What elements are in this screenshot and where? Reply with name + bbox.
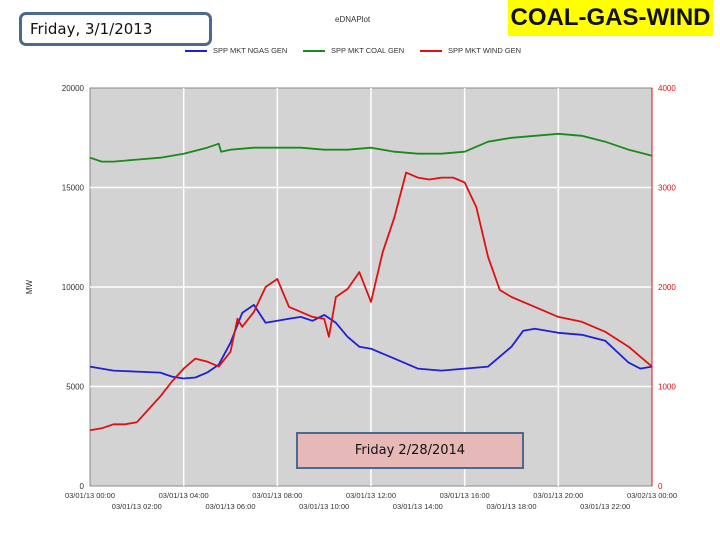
x-tick-label-bottom: 03/01/13 22:00 xyxy=(580,502,630,511)
legend-label-wind: SPP MKT WIND GEN xyxy=(448,46,522,55)
plot-title: eDNAPlot xyxy=(335,15,371,24)
x-tick-label-top: 03/01/13 16:00 xyxy=(440,491,490,500)
x-tick-label-bottom: 03/01/13 14:00 xyxy=(393,502,443,511)
legend-item-coal: SPP MKT COAL GEN xyxy=(303,46,404,55)
right-tick-label: 2000 xyxy=(658,283,676,292)
date-label-box: Friday, 3/1/2013 xyxy=(19,12,212,46)
legend-item-ngas: SPP MKT NGAS GEN xyxy=(185,46,287,55)
series-line-coal xyxy=(89,132,653,163)
legend-swatch-wind xyxy=(420,50,442,53)
x-tick-label-bottom: 03/01/13 06:00 xyxy=(205,502,255,511)
right-tick-label: 4000 xyxy=(658,84,676,93)
series-line-wind xyxy=(89,171,653,432)
x-tick-label-top: 03/02/13 00:00 xyxy=(627,491,677,500)
legend-item-wind: SPP MKT WIND GEN xyxy=(420,46,521,55)
x-tick-label-bottom: 03/01/13 10:00 xyxy=(299,502,349,511)
legend-swatch-ngas xyxy=(185,50,207,53)
right-tick-label: 0 xyxy=(658,482,663,491)
x-tick-label-top: 03/01/13 00:00 xyxy=(65,491,115,500)
left-tick-label: 20000 xyxy=(62,84,85,93)
left-tick-label: 15000 xyxy=(62,184,85,193)
left-tick-label: 5000 xyxy=(66,383,84,392)
x-tick-label-bottom: 03/01/13 18:00 xyxy=(486,502,536,511)
comparison-date-label: Friday 2/28/2014 xyxy=(354,443,466,458)
x-tick-label-bottom: 03/01/13 02:00 xyxy=(112,502,162,511)
x-tick-label-top: 03/01/13 04:00 xyxy=(159,491,209,500)
legend-label-ngas: SPP MKT NGAS GEN xyxy=(213,46,288,55)
series-line-ngas xyxy=(89,303,653,380)
left-tick-label: 10000 xyxy=(62,283,85,292)
right-tick-label: 1000 xyxy=(658,383,676,392)
left-tick-label: 0 xyxy=(80,482,85,491)
y-axis-label: MW xyxy=(25,279,34,294)
plot-area: 0 5000 10000 15000 20000 0 1000 2000 3000 4000 03/… xyxy=(62,84,677,511)
date-label: Friday, 3/1/2013 xyxy=(30,20,153,38)
comparison-date-box: Friday 2/28/2014 xyxy=(296,432,524,469)
x-tick-label-top: 03/01/13 12:00 xyxy=(346,491,396,500)
right-tick-label: 3000 xyxy=(658,184,676,193)
legend-swatch-coal xyxy=(303,50,325,53)
x-tick-label-top: 03/01/13 08:00 xyxy=(252,491,302,500)
title-badge-text: COAL-GAS-WIND xyxy=(510,4,711,31)
title-badge: COAL-GAS-WIND xyxy=(508,0,713,36)
legend-label-coal: SPP MKT COAL GEN xyxy=(331,46,405,55)
x-tick-label-top: 03/01/13 20:00 xyxy=(533,491,583,500)
